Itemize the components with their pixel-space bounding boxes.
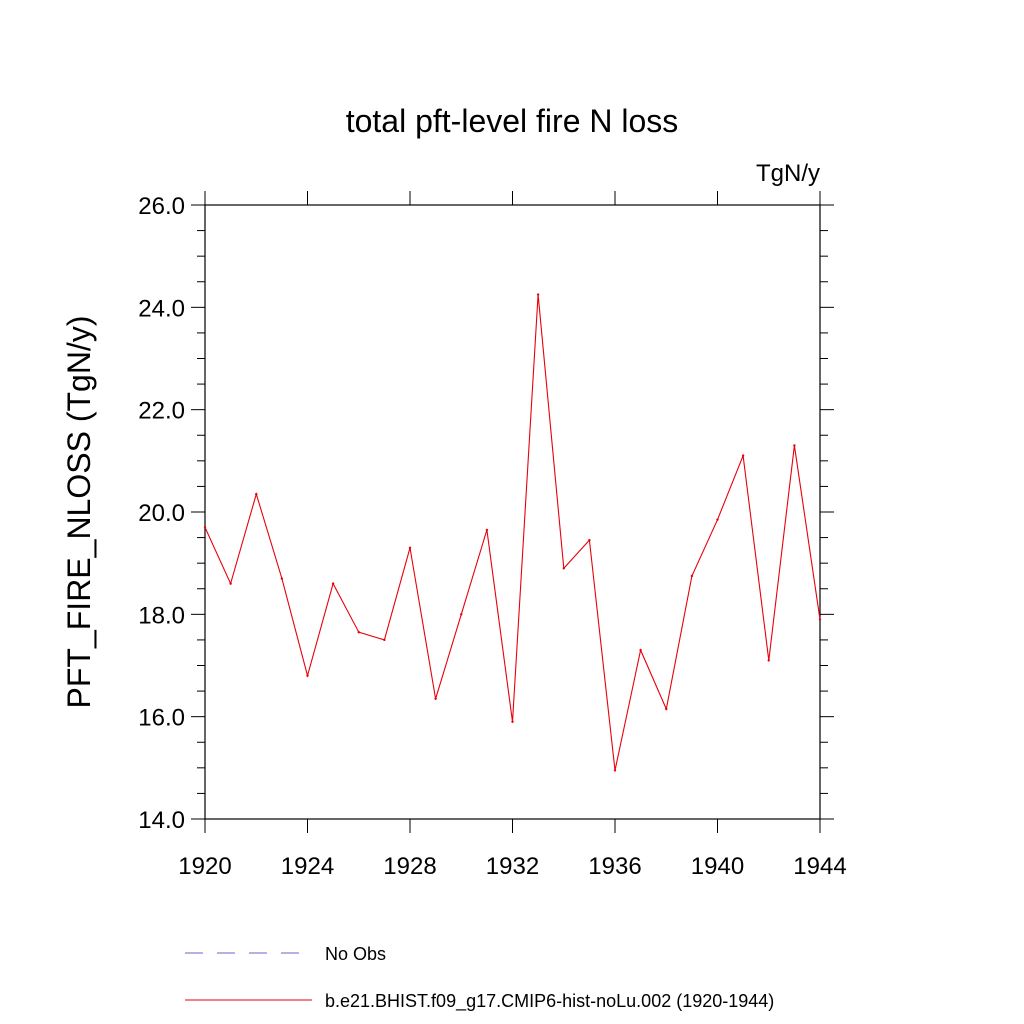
legend-label: No Obs: [325, 944, 386, 964]
x-tick-label: 1932: [486, 853, 539, 880]
x-tick-label: 1928: [383, 853, 436, 880]
series-layer: [203, 293, 822, 772]
data-point: [536, 293, 540, 296]
series-line-0: [204, 294, 821, 771]
x-tick-label: 1944: [793, 853, 846, 880]
y-tick-label: 22.0: [138, 398, 185, 425]
data-point: [767, 659, 770, 662]
y-axis-label: PFT_FIRE_NLOSS (TgN/y): [61, 316, 97, 709]
data-point: [613, 769, 617, 772]
plot-frame: [204, 204, 821, 820]
y-tick-label: 26.0: [138, 193, 185, 220]
data-point: [434, 697, 437, 700]
data-point: [818, 618, 822, 621]
y-tick-label: 18.0: [138, 602, 185, 629]
legend: No Obs b.e21.BHIST.f09_g17.CMIP6-hist-noL…: [185, 944, 774, 1012]
y-tick-label: 20.0: [138, 500, 185, 527]
data-point: [665, 707, 668, 711]
data-point: [639, 648, 642, 652]
data-point: [690, 574, 694, 578]
chart-title: total pft-level fire N loss: [346, 103, 679, 139]
data-point: [383, 638, 386, 642]
data-point: [357, 631, 360, 634]
data-point: [562, 567, 565, 570]
x-tick-label: 1940: [691, 853, 744, 880]
units-label: TgN/y: [756, 160, 820, 187]
data-point: [485, 528, 489, 532]
data-point: [306, 674, 309, 677]
y-axis: 14.0 16.0 18.0 20.0 22.0 24.0 26.0: [138, 193, 834, 834]
y-tick-label: 14.0: [138, 807, 185, 834]
data-point: [229, 582, 232, 585]
data-point: [511, 720, 514, 723]
data-point: [255, 492, 258, 496]
x-tick-label: 1924: [281, 853, 334, 880]
data-point: [408, 546, 412, 550]
data-point: [793, 444, 796, 447]
plot-border: [204, 204, 821, 820]
x-tick-label: 1936: [588, 853, 641, 880]
data-point: [588, 538, 591, 542]
x-tick-label: 1920: [178, 853, 231, 880]
data-point: [460, 613, 463, 616]
data-point: [280, 577, 284, 580]
x-axis: 1920 1924 1928 1932 1936 1940 1944: [178, 191, 847, 880]
legend-label: b.e21.BHIST.f09_g17.CMIP6-hist-noLu.002 …: [325, 991, 774, 1012]
y-tick-label: 24.0: [138, 295, 185, 322]
data-point: [741, 454, 745, 457]
y-tick-label: 16.0: [138, 705, 185, 732]
data-point: [203, 526, 207, 529]
data-point: [716, 518, 719, 521]
data-point: [331, 582, 335, 585]
